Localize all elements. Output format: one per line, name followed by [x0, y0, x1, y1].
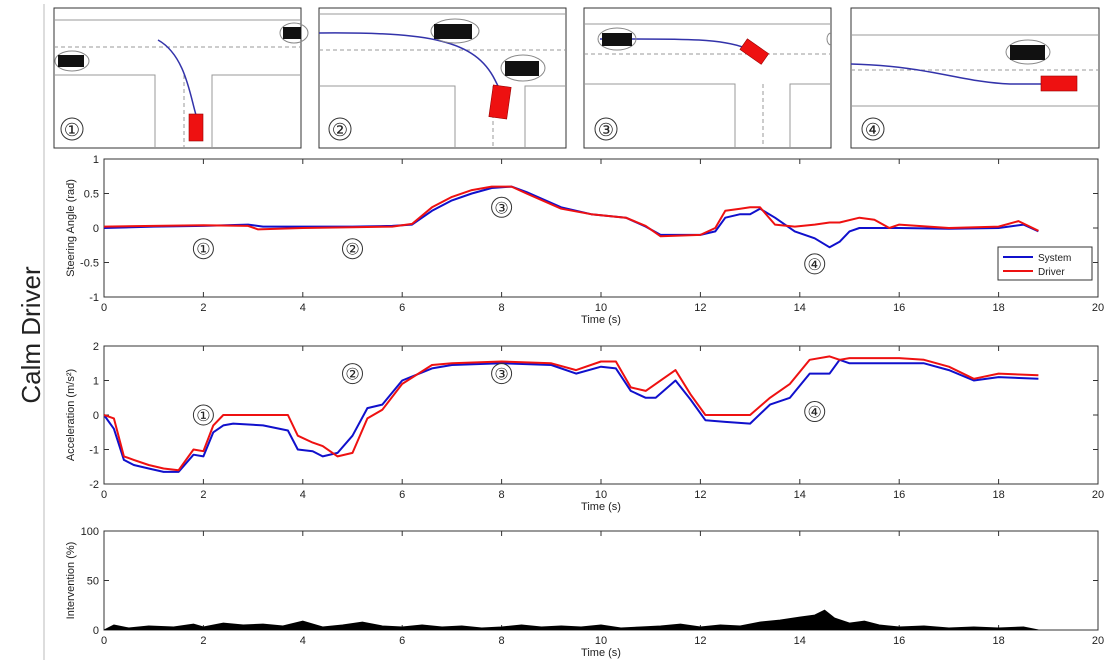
x-tick-label: 16 — [893, 302, 905, 314]
annotation-label: ③ — [494, 367, 508, 384]
legend-label-driver: Driver — [1038, 267, 1065, 278]
intervention-area — [104, 609, 1039, 630]
y-axis-label: Steering Angle (rad) — [65, 179, 77, 277]
y-tick-label: 100 — [81, 526, 99, 538]
series-line-system — [104, 358, 1039, 473]
x-tick-label: 14 — [794, 302, 806, 314]
annotation-label: ② — [345, 367, 359, 384]
x-tick-label: 16 — [893, 635, 905, 647]
y-axis-label: Intervention (%) — [65, 542, 77, 620]
x-tick-label: 20 — [1092, 302, 1104, 314]
legend-box — [997, 246, 1093, 281]
scenario-panel-4: ④ — [850, 7, 1100, 149]
row-label: Calm Driver — [16, 266, 46, 404]
panel-label-4: ④ — [865, 120, 881, 140]
x-tick-label: 12 — [694, 302, 706, 314]
scenario-panels: ① ② — [53, 7, 1100, 149]
y-tick-label: 0 — [93, 410, 99, 422]
y-tick-label: 50 — [87, 576, 99, 588]
annotation-circle — [342, 363, 363, 385]
x-tick-label: 14 — [794, 489, 806, 501]
panel-label-2: ② — [332, 120, 348, 140]
y-tick-label: 0 — [93, 223, 99, 235]
scenario-panel-1: ① — [53, 7, 309, 149]
x-tick-label: 10 — [595, 302, 607, 314]
annotation-circle — [192, 238, 214, 260]
x-tick-label: 8 — [499, 302, 505, 314]
annotation-circle — [804, 253, 826, 275]
y-tick-label: 1 — [93, 154, 99, 166]
x-tick-label: 18 — [992, 302, 1004, 314]
annotation-label: ③ — [494, 200, 508, 217]
x-tick-label: 20 — [1092, 489, 1104, 501]
annotation-circle — [491, 196, 513, 218]
panel-label-3: ③ — [598, 120, 614, 140]
x-tick-label: 4 — [300, 635, 306, 647]
annotation-circle — [804, 401, 826, 423]
x-axis-label: Time (s) — [581, 647, 621, 659]
y-tick-label: 0 — [93, 625, 99, 637]
x-tick-label: 0 — [101, 489, 107, 501]
scenario-panel-2: ② — [318, 7, 567, 149]
x-tick-label: 10 — [595, 635, 607, 647]
x-tick-label: 6 — [399, 302, 405, 314]
y-tick-label: 2 — [93, 341, 99, 353]
x-tick-label: 8 — [499, 635, 505, 647]
series-line-driver — [104, 185, 1039, 238]
y-tick-label: -1 — [89, 292, 99, 304]
x-tick-label: 10 — [595, 489, 607, 501]
legend: System Driver — [997, 246, 1093, 281]
y-tick-label: -0.5 — [80, 258, 99, 270]
chart-3: 0 2 4 6 8 10 12 14 16 18 20 0 50 100 Time (s) Intervent… — [65, 526, 1104, 659]
x-tick-label: 20 — [1092, 635, 1104, 647]
x-tick-label: 12 — [694, 635, 706, 647]
scenario-panel-3: ③ — [583, 7, 832, 149]
panel-label-1: ① — [64, 120, 80, 140]
x-tick-label: 4 — [300, 489, 306, 501]
x-tick-label: 6 — [399, 635, 405, 647]
x-axis-label: Time (s) — [581, 501, 621, 513]
annotation-circle — [342, 238, 363, 260]
x-tick-label: 0 — [101, 302, 107, 314]
annotation-label: ① — [196, 408, 210, 425]
x-tick-label: 18 — [992, 489, 1004, 501]
annotation-label: ④ — [808, 405, 822, 422]
x-tick-label: 18 — [992, 635, 1004, 647]
chart-1: 0 2 4 6 8 10 12 14 16 18 20 -1 -0.5 0 0.5 1 Time (s) Stee… — [65, 154, 1104, 326]
x-tick-label: 2 — [200, 302, 206, 314]
x-tick-label: 12 — [694, 489, 706, 501]
x-tick-label: 2 — [200, 635, 206, 647]
x-tick-label: 14 — [794, 635, 806, 647]
y-tick-label: 1 — [93, 376, 99, 388]
plot-frame — [103, 530, 1099, 631]
x-tick-label: 0 — [101, 635, 107, 647]
legend-label-system: System — [1038, 253, 1071, 264]
annotation-circle — [491, 363, 513, 385]
series-line-driver — [104, 355, 1039, 472]
annotation-label: ① — [196, 242, 210, 259]
annotation-label: ② — [345, 242, 359, 259]
x-tick-label: 2 — [200, 489, 206, 501]
x-axis-label: Time (s) — [581, 314, 621, 326]
x-tick-label: 8 — [499, 489, 505, 501]
x-tick-label: 4 — [300, 302, 306, 314]
annotation-circle — [192, 404, 214, 426]
y-tick-label: -1 — [89, 445, 99, 457]
y-axis-label: Acceleration (m/s²) — [65, 369, 77, 461]
x-tick-label: 16 — [893, 489, 905, 501]
annotation-label: ④ — [808, 257, 822, 274]
y-tick-label: 0.5 — [84, 189, 99, 201]
x-tick-label: 6 — [399, 489, 405, 501]
y-tick-label: -2 — [89, 479, 99, 491]
